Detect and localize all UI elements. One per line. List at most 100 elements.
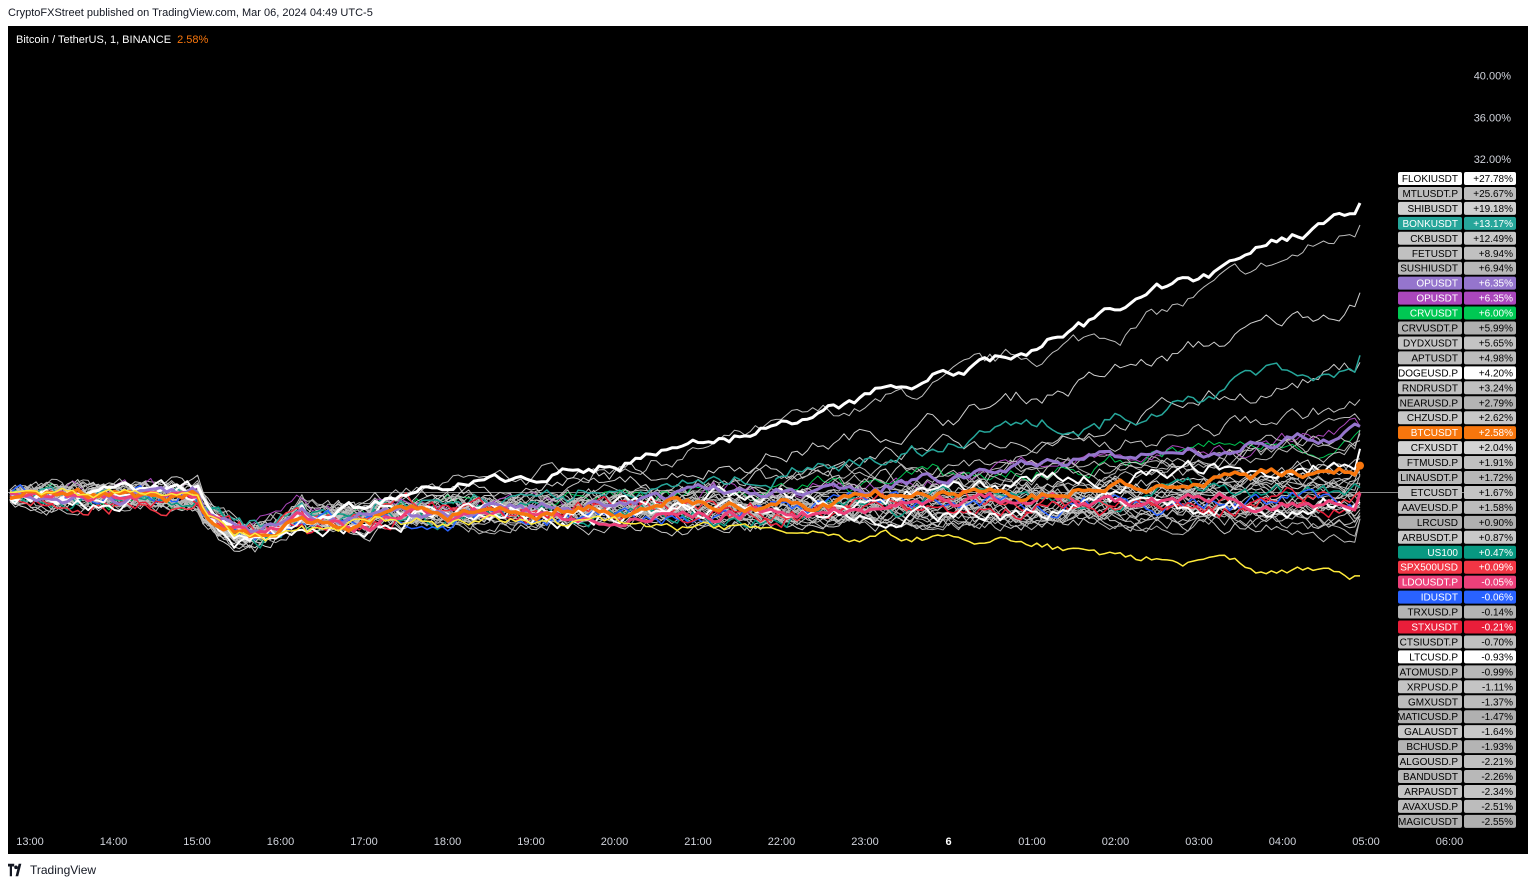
series-line-yellow	[9, 487, 1360, 581]
series-label-box[interactable]	[1398, 321, 1462, 335]
series-label-name: XRPUSD.P	[1407, 682, 1458, 693]
series-label-box[interactable]	[1398, 411, 1462, 425]
series-value-box	[1464, 515, 1516, 529]
series-label-box[interactable]	[1398, 545, 1462, 559]
series-label-box[interactable]	[1398, 814, 1462, 828]
series-label-value: -2.51%	[1481, 802, 1513, 813]
series-value-box	[1464, 590, 1516, 604]
x-tick-label: 04:00	[1269, 836, 1297, 848]
tradingview-brand: TradingView	[30, 863, 97, 877]
series-value-box	[1464, 680, 1516, 694]
series-label-box[interactable]	[1398, 426, 1462, 440]
series-label-box[interactable]	[1398, 276, 1462, 290]
series-label-value: +12.49%	[1473, 234, 1513, 245]
series-label-box[interactable]	[1398, 665, 1462, 679]
series-value-box	[1464, 246, 1516, 260]
series-label-value: +2.58%	[1479, 428, 1513, 439]
series-label-box[interactable]	[1398, 336, 1462, 350]
series-label-box[interactable]	[1398, 740, 1462, 754]
series-label-box[interactable]	[1398, 710, 1462, 724]
series-label-box[interactable]	[1398, 261, 1462, 275]
series-value-box	[1464, 396, 1516, 410]
series-label-box[interactable]	[1398, 500, 1462, 514]
series-label-box[interactable]	[1398, 485, 1462, 499]
series-value-box	[1464, 456, 1516, 470]
series-value-box	[1464, 411, 1516, 425]
series-label-name: CFXUSDT	[1411, 443, 1458, 454]
series-value-box	[1464, 381, 1516, 395]
series-label-box[interactable]	[1398, 246, 1462, 260]
series-label-name: CRVUSDT.P	[1402, 324, 1459, 335]
series-line-ldousdt.p	[9, 490, 1362, 537]
series-label-box[interactable]	[1398, 456, 1462, 470]
series-label-box[interactable]	[1398, 784, 1462, 798]
series-label-name: NEARUSD.P	[1400, 398, 1459, 409]
series-value-box	[1464, 530, 1516, 544]
series-label-name: FETUSDT	[1412, 249, 1458, 260]
y-tick-label: 36.00%	[1474, 112, 1512, 124]
symbol-legend[interactable]: Bitcoin / TetherUS, 1, BINANCE 2.58%	[16, 34, 208, 46]
series-value-box	[1464, 426, 1516, 440]
series-label-box[interactable]	[1398, 381, 1462, 395]
series-value-box	[1464, 186, 1516, 200]
series-label-box[interactable]	[1398, 306, 1462, 320]
series-label-box[interactable]	[1398, 799, 1462, 813]
x-tick-label: 05:00	[1352, 836, 1380, 848]
series-label-box[interactable]	[1398, 441, 1462, 455]
series-label-name: SHIBUSDT	[1407, 204, 1458, 215]
series-value-box	[1464, 441, 1516, 455]
series-label-box[interactable]	[1398, 605, 1462, 619]
chart-canvas[interactable]: 13:00 14:00 15:00 16:00 17:00 18:00 19:00 20:00…	[8, 26, 1528, 854]
series-line-opusdt	[9, 422, 1361, 534]
series-label-box[interactable]	[1398, 560, 1462, 574]
series-line-xrpusd.p	[9, 487, 1361, 544]
series-label-name: ATOMUSD.P	[1399, 667, 1458, 678]
series-label-box[interactable]	[1398, 770, 1462, 783]
series-label-box[interactable]	[1398, 755, 1462, 769]
series-value-box	[1464, 710, 1516, 724]
series-label-value: +5.65%	[1479, 338, 1513, 349]
series-label-value: -0.99%	[1481, 667, 1513, 678]
series-label-name: BANDUSDT	[1403, 772, 1458, 783]
series-label-box[interactable]	[1398, 575, 1462, 589]
series-label-value: +6.00%	[1479, 309, 1513, 320]
series-label-box[interactable]	[1398, 351, 1462, 365]
series-label-name: FTMUSD.P	[1407, 458, 1458, 469]
series-value-box	[1464, 231, 1516, 245]
series-label-value: +0.47%	[1479, 548, 1513, 559]
series-label-box[interactable]	[1398, 635, 1462, 649]
series-label-value: -2.34%	[1481, 787, 1513, 798]
series-label-box[interactable]	[1398, 530, 1462, 544]
x-tick-label: 16:00	[267, 836, 295, 848]
series-label-box[interactable]	[1398, 291, 1462, 305]
series-label-name: ETCUSDT	[1411, 488, 1458, 499]
series-label-value: +0.09%	[1479, 563, 1513, 574]
series-label-box[interactable]	[1398, 396, 1462, 410]
series-label-box[interactable]	[1398, 172, 1462, 185]
series-label-box[interactable]	[1398, 515, 1462, 529]
btc-last-point	[1356, 461, 1364, 470]
series-label-box[interactable]	[1398, 590, 1462, 604]
series-value-box	[1464, 695, 1516, 709]
series-label-box[interactable]	[1398, 650, 1462, 664]
x-tick-label: 20:00	[601, 836, 629, 848]
series-value-box	[1464, 500, 1516, 514]
series-label-box[interactable]	[1398, 680, 1462, 694]
series-label-box[interactable]	[1398, 201, 1462, 215]
series-label-box[interactable]	[1398, 471, 1462, 484]
x-tick-label: 14:00	[100, 836, 128, 848]
series-label-name: CRVUSDT	[1410, 309, 1458, 320]
series-label-name: LRCUSD	[1417, 518, 1458, 529]
series-label-box[interactable]	[1398, 620, 1462, 634]
series-label-name: OPUSDT	[1416, 294, 1458, 305]
series-label-box[interactable]	[1398, 725, 1462, 739]
series-label-box[interactable]	[1398, 216, 1462, 230]
series-label-value: +6.35%	[1479, 279, 1513, 290]
chart-pane[interactable]: 13:00 14:00 15:00 16:00 17:00 18:00 19:00 20:00…	[8, 26, 1528, 854]
series-label-box[interactable]	[1398, 366, 1462, 380]
series-label-value: -2.26%	[1481, 772, 1513, 783]
series-label-name: IDUSDT	[1421, 593, 1458, 604]
series-label-box[interactable]	[1398, 186, 1462, 200]
series-label-box[interactable]	[1398, 695, 1462, 709]
series-label-box[interactable]	[1398, 231, 1462, 245]
